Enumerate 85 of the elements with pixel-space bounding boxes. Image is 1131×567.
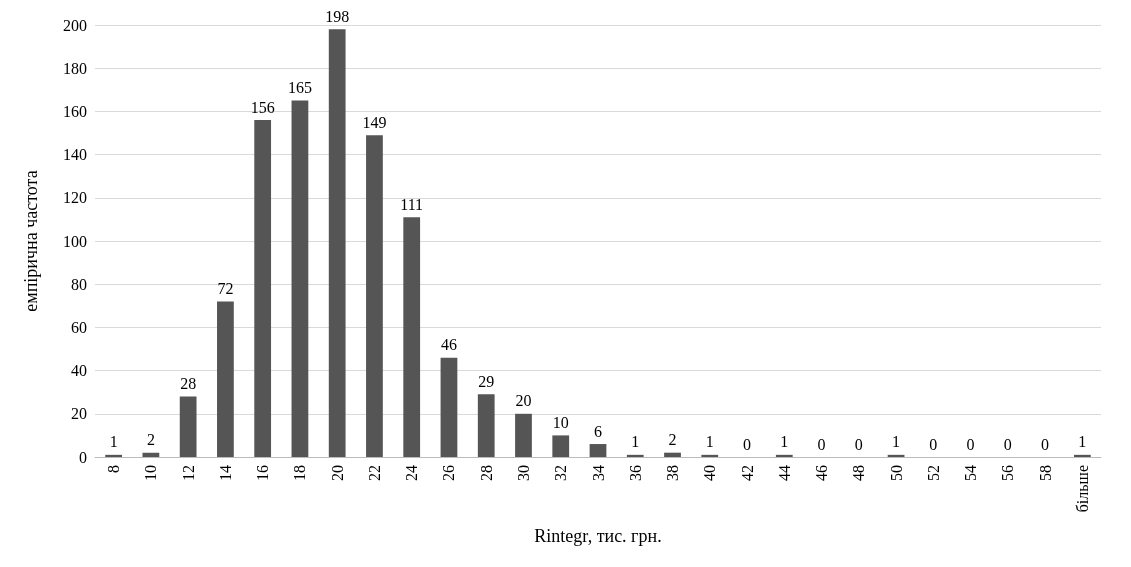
data-label: 1	[1078, 433, 1087, 451]
data-label: 0	[929, 435, 938, 453]
x-tick-label: 36	[626, 465, 644, 481]
bar	[254, 120, 272, 457]
x-tick-label: 34	[589, 465, 607, 481]
bar	[701, 454, 719, 457]
x-tick-label: 46	[813, 465, 831, 481]
x-tick-label: 16	[254, 465, 272, 481]
data-label: 1	[109, 433, 118, 451]
data-label: 2	[668, 431, 677, 449]
data-label: 72	[217, 279, 234, 297]
bar	[179, 396, 197, 457]
y-tick-label: 0	[79, 448, 87, 466]
bar	[477, 394, 495, 457]
x-tick-label: 56	[999, 465, 1017, 481]
y-tick-label: 40	[71, 362, 87, 380]
bar	[664, 452, 681, 457]
x-tick-label: 14	[216, 465, 234, 481]
x-tick-label: 44	[775, 465, 793, 481]
y-tick-label: 60	[71, 318, 87, 336]
x-tick-label: 54	[962, 465, 980, 481]
bar	[366, 135, 383, 457]
data-label: 46	[440, 336, 457, 354]
bar	[403, 217, 421, 457]
x-tick-label: 58	[1036, 465, 1054, 481]
y-tick-label: 20	[71, 405, 87, 423]
data-label: 28	[180, 375, 197, 393]
x-tick-label: 8	[105, 465, 123, 473]
x-tick-label: 38	[664, 465, 682, 481]
bar	[775, 454, 793, 457]
data-label: 0	[854, 435, 863, 453]
bar	[515, 413, 532, 457]
x-tick-label: 48	[850, 465, 868, 481]
bar	[552, 435, 570, 457]
y-tick-label: 180	[63, 59, 87, 77]
y-axis-title: емпірична частота	[21, 170, 41, 312]
x-tick-label: 40	[701, 465, 719, 481]
bar	[217, 301, 234, 457]
x-tick-label: 28	[477, 465, 495, 481]
x-tick-label: 24	[403, 465, 421, 481]
data-label: 165	[287, 79, 312, 97]
bar	[626, 454, 644, 457]
data-label: 149	[362, 113, 387, 131]
x-tick-label: 12	[179, 465, 197, 481]
y-tick-label: 120	[63, 189, 87, 207]
data-label: 1	[780, 433, 789, 451]
data-label: 20	[515, 392, 532, 410]
data-label: 6	[594, 422, 602, 440]
x-tick-label: 26	[440, 465, 458, 481]
bar	[589, 444, 607, 457]
x-tick-label: 32	[552, 465, 570, 481]
data-label: 1	[631, 433, 640, 451]
bar	[105, 454, 123, 457]
data-label: 156	[250, 98, 275, 116]
x-tick-label: 18	[291, 465, 309, 481]
x-tick-label: 50	[887, 465, 905, 481]
bar	[328, 29, 346, 457]
data-label: 111	[400, 195, 424, 213]
x-tick-label: 42	[738, 465, 756, 481]
y-tick-label: 140	[63, 146, 87, 164]
x-axis-title: Rintegr, тис. грн.	[534, 526, 662, 546]
x-tick-label: 22	[365, 465, 383, 481]
y-tick-label: 200	[63, 16, 87, 34]
data-label: 2	[146, 431, 155, 449]
x-tick-label: 30	[514, 465, 532, 481]
x-tick-label: більше	[1073, 465, 1091, 513]
data-label: 0	[743, 435, 752, 453]
data-label: 0	[817, 435, 826, 453]
y-tick-label: 100	[63, 232, 87, 250]
data-label: 0	[1003, 435, 1012, 453]
data-label: 1	[892, 433, 901, 451]
data-label: 1	[705, 433, 714, 451]
data-label: 198	[325, 7, 350, 25]
y-tick-label: 160	[63, 102, 87, 120]
y-tick-label: 80	[71, 275, 87, 293]
x-tick-label: 52	[924, 465, 942, 481]
data-label: 29	[478, 372, 495, 390]
bar	[440, 357, 458, 457]
bar	[1073, 454, 1091, 457]
bar	[291, 100, 309, 457]
data-label: 0	[966, 435, 975, 453]
x-tick-label: 20	[328, 465, 346, 481]
x-tick-label: 10	[142, 465, 160, 481]
data-label: 10	[552, 413, 569, 431]
data-label: 0	[1041, 435, 1050, 453]
